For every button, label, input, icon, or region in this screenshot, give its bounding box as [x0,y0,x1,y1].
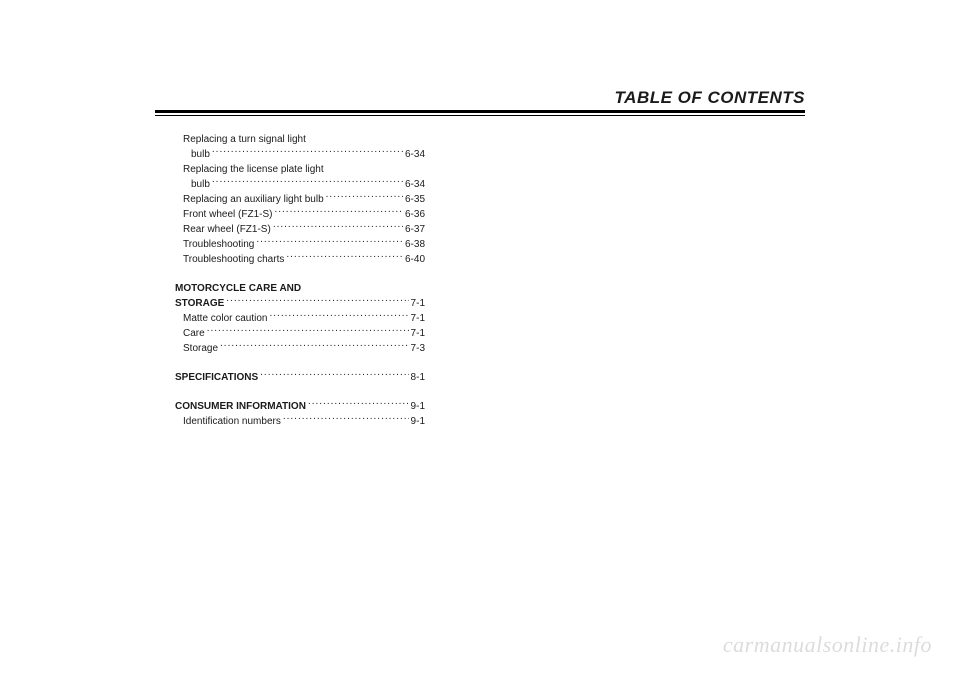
toc-entry: Replacing an auxiliary light bulb 6-35 [175,192,425,207]
toc-label: Troubleshooting [183,237,254,252]
toc-leaders [226,296,408,306]
toc-leaders [308,399,409,409]
toc-label: bulb [191,147,210,162]
toc-leaders [212,177,403,187]
toc-label: Replacing the license plate light [183,162,324,177]
toc-leaders [207,326,409,336]
toc-label: Identification numbers [183,414,281,429]
toc-entry: Replacing a turn signal light [175,132,425,147]
toc-leaders [283,414,409,424]
toc-page: 7-1 [411,326,425,341]
toc-section: CONSUMER INFORMATION 9-1 [175,399,425,414]
toc-label: Replacing an auxiliary light bulb [183,192,324,207]
toc-label: Front wheel (FZ1-S) [183,207,272,222]
toc-entry: Care 7-1 [175,326,425,341]
toc-leaders [270,311,409,321]
toc-section-title: STORAGE [175,296,224,311]
toc-page: 6-35 [405,192,425,207]
toc-leaders [256,237,403,247]
toc-section: SPECIFICATIONS 8-1 [175,370,425,385]
toc-page: 6-34 [405,147,425,162]
toc-label: Storage [183,341,218,356]
rule-bottom [155,115,805,116]
toc-leaders [286,252,403,262]
page: TABLE OF CONTENTS Replacing a turn signa… [0,0,960,678]
header: TABLE OF CONTENTS [155,88,805,116]
toc-page: 6-40 [405,252,425,267]
toc-entry: Identification numbers 9-1 [175,414,425,429]
toc-content: Replacing a turn signal light bulb 6-34 … [175,132,425,429]
toc-page: 6-37 [405,222,425,237]
toc-page: 6-36 [405,207,425,222]
toc-leaders [212,147,403,157]
toc-section-title: MOTORCYCLE CARE AND [175,281,301,296]
toc-leaders [273,222,403,232]
toc-page: 7-1 [411,311,425,326]
toc-label: Matte color caution [183,311,268,326]
toc-entry: Troubleshooting 6-38 [175,237,425,252]
rule-top [155,110,805,113]
toc-entry: Matte color caution 7-1 [175,311,425,326]
toc-leaders [220,341,409,351]
toc-entry-cont: bulb 6-34 [175,177,425,192]
toc-page: 9-1 [411,414,425,429]
toc-page: 8-1 [411,370,425,385]
toc-section-title: SPECIFICATIONS [175,370,258,385]
toc-label: Rear wheel (FZ1-S) [183,222,271,237]
toc-label: Replacing a turn signal light [183,132,306,147]
toc-leaders [326,192,403,202]
toc-section: STORAGE 7-1 [175,296,425,311]
toc-leaders [274,207,403,217]
toc-page: 6-34 [405,177,425,192]
toc-section: MOTORCYCLE CARE AND [175,281,425,296]
toc-section-title: CONSUMER INFORMATION [175,399,306,414]
toc-label: Care [183,326,205,341]
toc-entry: Rear wheel (FZ1-S) 6-37 [175,222,425,237]
toc-page: 6-38 [405,237,425,252]
toc-page: 9-1 [411,399,425,414]
toc-entry: Troubleshooting charts 6-40 [175,252,425,267]
toc-entry: Storage 7-3 [175,341,425,356]
page-title: TABLE OF CONTENTS [155,88,805,108]
toc-entry: Replacing the license plate light [175,162,425,177]
toc-leaders [260,370,408,380]
toc-label: bulb [191,177,210,192]
toc-page: 7-1 [411,296,425,311]
toc-entry: Front wheel (FZ1-S) 6-36 [175,207,425,222]
watermark: carmanualsonline.info [723,632,932,658]
toc-label: Troubleshooting charts [183,252,284,267]
toc-page: 7-3 [411,341,425,356]
toc-entry-cont: bulb 6-34 [175,147,425,162]
